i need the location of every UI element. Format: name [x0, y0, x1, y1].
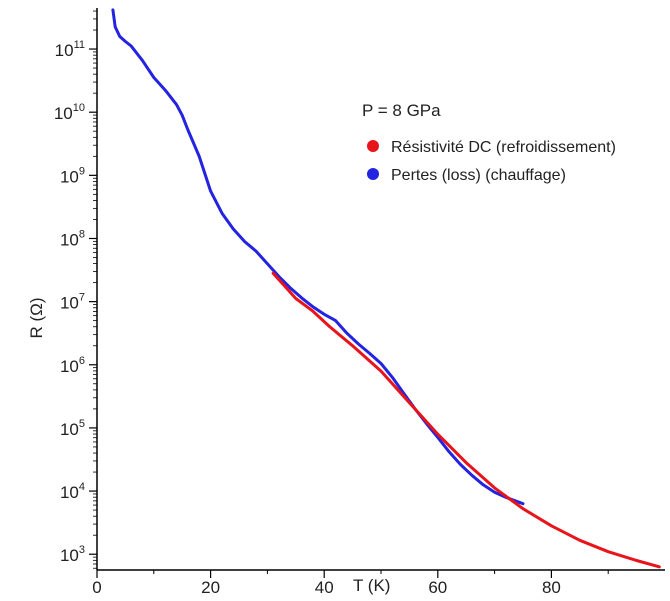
- ticks: 0 20 40 60 80 103 104 105 106 107 108 109 1010 1011: [54, 10, 609, 597]
- y-tick-label: 103: [60, 544, 85, 565]
- y-tick-label: 1011: [55, 39, 85, 60]
- x-tick-label: 20: [201, 578, 220, 597]
- y-tick-label: 105: [60, 418, 85, 439]
- y-tick-label: 1010: [54, 102, 85, 123]
- x-tick-label: 60: [428, 578, 447, 597]
- legend-marker-loss: [367, 168, 379, 180]
- y-tick-label: 104: [60, 481, 85, 502]
- y-axis-label: R (Ω): [27, 297, 46, 338]
- series-line-1: [111, 8, 525, 506]
- legend-marker-dc: [367, 140, 379, 152]
- x-tick-label: 0: [92, 578, 101, 597]
- legend: Résistivité DC (refroidissement) Pertes …: [367, 139, 616, 184]
- y-tick-label: 108: [60, 228, 85, 249]
- x-tick-label: 40: [315, 578, 334, 597]
- y-tick-label: 106: [60, 355, 85, 376]
- y-tick-label: 107: [60, 292, 85, 313]
- axes: [96, 8, 665, 571]
- legend-label-dc: Résistivité DC (refroidissement): [391, 139, 616, 156]
- x-tick-label: 80: [542, 578, 561, 597]
- series-line-0: [271, 271, 661, 569]
- y-tick-label: 109: [60, 165, 85, 186]
- pressure-annotation: P = 8 GPa: [362, 101, 441, 120]
- legend-label-loss: Pertes (loss) (chauffage): [391, 167, 566, 184]
- x-axis-label: T (K): [353, 576, 390, 595]
- series-layer: [111, 8, 661, 569]
